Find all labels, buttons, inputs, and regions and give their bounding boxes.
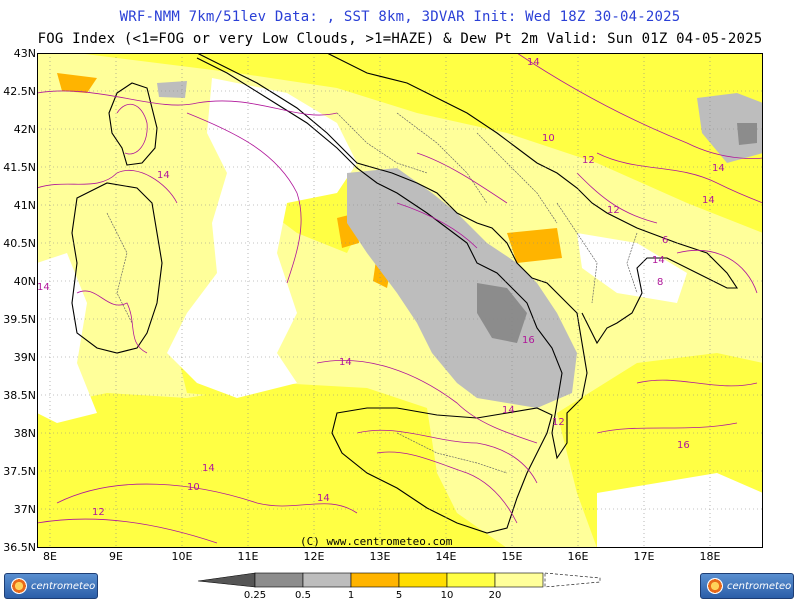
fill-band-over-20 (37, 78, 763, 548)
logo-right: centrometeo (700, 573, 794, 599)
copyright-text: (C) www.centrometeo.com (300, 535, 453, 548)
lat-label: 38N (13, 427, 36, 440)
lon-label: 11E (237, 550, 259, 563)
logo-left: centrometeo (4, 573, 98, 599)
legend-arrow-low (197, 572, 256, 588)
dewpoint-contours (37, 53, 763, 544)
logo-mark-icon (11, 578, 27, 594)
legend-swatch (350, 572, 400, 588)
contour-label: 14 (527, 57, 540, 68)
logo-left-text: centrometeo (31, 580, 96, 592)
lat-label: 37N (13, 503, 36, 516)
coast-italy-east (326, 53, 739, 345)
contour-label: 14 (202, 463, 215, 474)
logo-right-text: centrometeo (727, 580, 792, 592)
legend-swatch (398, 572, 448, 588)
lon-label: 16E (567, 550, 589, 563)
lat-label: 42.5N (3, 85, 36, 98)
contour-label: 14 (702, 195, 715, 206)
contour-label: 12 (92, 507, 105, 518)
legend-swatch (446, 572, 496, 588)
contour-label: 14 (339, 357, 352, 368)
legend-tick-label: 10 (441, 590, 454, 600)
legend-tick-label: 0.25 (244, 590, 266, 600)
legend-swatch (494, 572, 544, 588)
lon-label: 12E (303, 550, 325, 563)
lon-label: 17E (633, 550, 655, 563)
fill-band-0.5-1 (157, 81, 763, 408)
lat-label: 42N (13, 123, 36, 136)
contour-label: 12 (582, 155, 595, 166)
lat-label: 40.5N (3, 237, 36, 250)
lon-label: 18E (699, 550, 721, 563)
legend-swatch (254, 572, 304, 588)
lat-lon-grid (37, 53, 763, 548)
coastlines (71, 53, 739, 534)
contour-label: 12 (552, 417, 565, 428)
legend-tick-label: 5 (396, 590, 402, 600)
logo-mark-icon (707, 578, 723, 594)
contour-label: 14 (317, 493, 330, 504)
contour-label: 14 (712, 163, 725, 174)
lat-label: 37.5N (3, 465, 36, 478)
fill-band-0.25-0.5 (477, 123, 757, 343)
lon-label: 10E (171, 550, 193, 563)
legend-tick-label: 1 (348, 590, 354, 600)
lat-label: 41.5N (3, 161, 36, 174)
contour-label: 12 (607, 205, 620, 216)
legend-tick-label: 20 (489, 590, 502, 600)
coast-sicily (331, 407, 553, 534)
lat-label: 36.5N (3, 541, 36, 554)
title-model-info: WRF-NMM 7km/51lev Data: , SST 8km, 3DVAR… (119, 9, 681, 25)
title-product-info: FOG Index (<1=FOG or very Low Clouds, >1… (37, 31, 763, 47)
lat-label: 43N (13, 47, 36, 60)
lon-label: 9E (109, 550, 123, 563)
contour-label: 14 (37, 282, 50, 293)
contour-label: 16 (522, 335, 535, 346)
lat-label: 41N (13, 199, 36, 212)
legend-swatch (302, 572, 352, 588)
contour-label: 10 (542, 133, 555, 144)
lat-label: 39.5N (3, 313, 36, 326)
legend-tick-label: 0.5 (295, 590, 311, 600)
lat-label: 40N (13, 275, 36, 288)
contour-label: 14 (157, 170, 170, 181)
contour-label: 14 (502, 405, 515, 416)
lon-label: 15E (501, 550, 523, 563)
coast-sardinia (71, 182, 163, 354)
lat-label: 38.5N (3, 389, 36, 402)
lat-label: 39N (13, 351, 36, 364)
lon-label: 8E (43, 550, 57, 563)
legend-colorbar: 0.25 0.5 1 5 10 20 (197, 572, 601, 600)
coast-corsica (108, 82, 158, 166)
lon-label: 13E (369, 550, 391, 563)
contour-label: 6 (662, 235, 668, 246)
coast-italy (196, 53, 588, 460)
contour-label: 10 (187, 482, 200, 493)
lon-label: 14E (435, 550, 457, 563)
contour-label: 16 (677, 440, 690, 451)
contour-label: 14 (652, 255, 665, 266)
map-frame (37, 53, 763, 548)
legend-arrow-high (544, 572, 601, 588)
contour-label: 8 (657, 277, 663, 288)
region-borders (106, 112, 638, 474)
